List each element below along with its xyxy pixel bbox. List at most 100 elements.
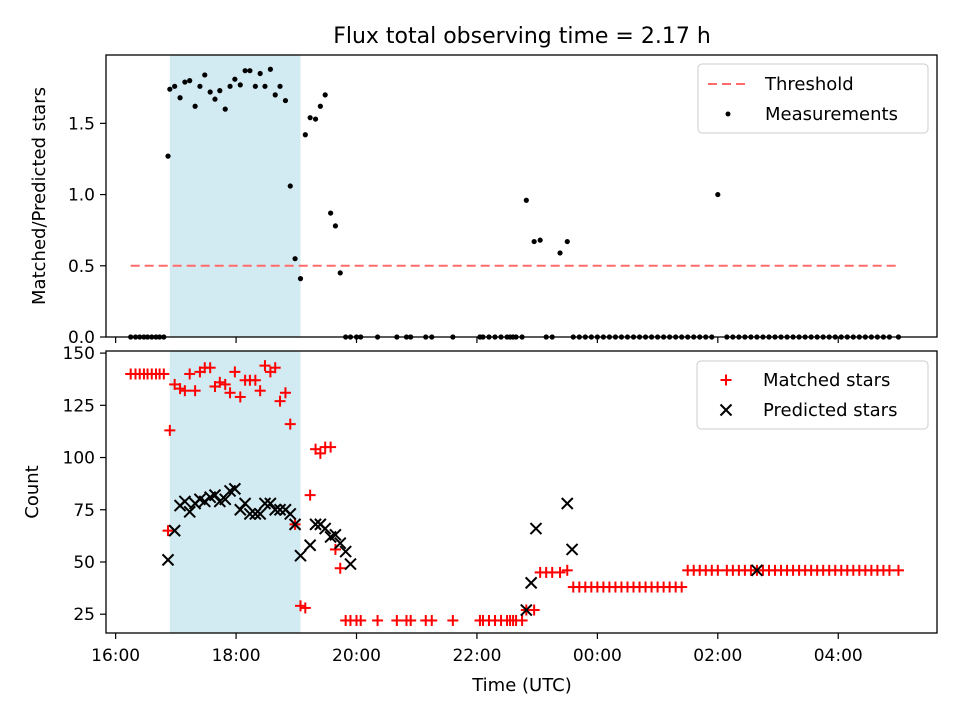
measurement-point: [187, 78, 193, 84]
predicted-star-point: [318, 522, 332, 535]
predicted-star-point: [750, 564, 764, 577]
measurement-point: [252, 83, 258, 89]
bottom-y-ticks: 25 50 75 100 125 150: [63, 344, 106, 625]
matched-star-point: [304, 489, 316, 501]
measurement-point: [557, 250, 563, 256]
top-panel: 0.0 0.5 1.0 1.5 Matched/Predicted stars Thr…: [29, 54, 938, 348]
predicted-star-point: [344, 557, 357, 571]
measurement-point: [222, 106, 228, 112]
measurement-point: [247, 68, 253, 74]
matched-star-point: [676, 581, 688, 593]
y-tick-label: 1.0: [68, 186, 95, 206]
measurement-point: [207, 89, 213, 95]
y-tick-label: 150: [63, 344, 95, 364]
measurement-point: [322, 92, 328, 98]
matched-star-point: [259, 360, 271, 372]
top-axes-frame: [105, 54, 938, 338]
y-tick-label: 50: [73, 553, 95, 573]
legend-predicted-marker: [719, 403, 733, 417]
matched-star-point: [204, 362, 216, 374]
matched-star-point: [224, 387, 236, 399]
top-x-ticks: [115, 337, 839, 343]
predicted-star-point: [178, 495, 192, 508]
matched-star-point: [164, 424, 176, 436]
measurement-point: [237, 82, 243, 88]
measurement-point: [242, 68, 248, 74]
top-y-axis-label: Matched/Predicted stars: [29, 87, 50, 305]
bottom-y-axis-label: Count: [22, 465, 43, 518]
matched-star-points: [125, 360, 904, 626]
measurement-point: [531, 238, 537, 245]
measurement-point: [297, 276, 304, 282]
matched-star-point: [179, 385, 191, 397]
predicted-star-point: [309, 518, 322, 531]
measurement-point: [328, 210, 334, 216]
matched-star-point: [391, 614, 403, 626]
figure-title: Flux total observing time = 2.17 h: [333, 24, 711, 49]
measurement-point: [312, 116, 319, 122]
x-tick-label: 22:00: [452, 646, 501, 666]
legend-predicted-label: Predicted stars: [763, 400, 897, 421]
matched-star-point: [447, 614, 459, 626]
measurement-point: [262, 83, 268, 89]
matched-star-point: [279, 387, 291, 399]
measurement-point: [182, 79, 188, 85]
predicted-star-point: [234, 503, 247, 516]
measurement-point: [227, 83, 233, 89]
bottom-shaded-span: [169, 351, 301, 633]
legend-matched-swatch: [720, 374, 732, 386]
measurement-point: [167, 86, 173, 92]
top-legend-box: [697, 63, 929, 134]
matched-star-point: [528, 604, 540, 616]
predicted-star-point: [249, 507, 262, 521]
matched-star-point: [158, 368, 170, 380]
matched-star-point: [229, 366, 241, 378]
bottom-panel: 25 50 75 100 125 150 16:00 18:00 20:00 22:00 00:0…: [22, 344, 938, 696]
x-tick-label: 16:00: [91, 646, 140, 666]
top-y-ticks: 0.0 0.5 1.0 1.5: [68, 114, 106, 348]
matched-star-point: [372, 614, 384, 626]
y-tick-label: 0.0: [68, 328, 95, 348]
legend-matched-label: Matched stars: [763, 370, 890, 391]
measurement-point: [282, 97, 289, 104]
predicted-star-point: [294, 549, 307, 562]
matched-star-point: [334, 562, 346, 574]
predicted-star-point: [243, 507, 257, 521]
measurement-point: [564, 238, 570, 245]
predicted-star-point: [253, 507, 267, 521]
predicted-star-point: [161, 553, 175, 567]
matched-star-point: [516, 614, 528, 626]
matched-star-point: [189, 385, 201, 397]
measurement-point: [197, 83, 203, 89]
measurement-point: [317, 103, 323, 109]
bottom-legend: Matched stars Predicted stars: [696, 360, 929, 430]
matched-star-point: [355, 614, 367, 626]
predicted-star-point: [334, 536, 347, 550]
measurement-point: [232, 76, 238, 82]
predicted-star-point: [273, 503, 287, 516]
legend-measurement-swatch: [725, 111, 731, 117]
predicted-star-point: [284, 507, 297, 521]
x-axis-label: Time (UTC): [471, 675, 572, 696]
matched-star-point: [269, 362, 281, 374]
matched-star-point: [554, 566, 566, 578]
matched-star-point: [299, 602, 311, 614]
measurement-point: [267, 66, 273, 72]
matched-star-point: [162, 525, 174, 537]
y-tick-label: 25: [73, 605, 95, 625]
predicted-star-point: [339, 545, 352, 558]
measurement-point: [302, 132, 308, 138]
matched-star-point: [325, 441, 337, 453]
legend-measurements-label: Measurements: [765, 104, 898, 125]
y-tick-label: 100: [63, 449, 95, 469]
matched-star-point: [561, 564, 573, 576]
matched-star-point: [219, 378, 231, 390]
legend-matched-marker: [720, 374, 732, 386]
measurement-point: [217, 88, 223, 94]
measurement-point: [715, 191, 721, 198]
matched-star-point: [254, 385, 266, 397]
matched-star-point: [426, 614, 438, 626]
measurement-point: [292, 256, 298, 262]
predicted-star-point: [529, 522, 543, 535]
